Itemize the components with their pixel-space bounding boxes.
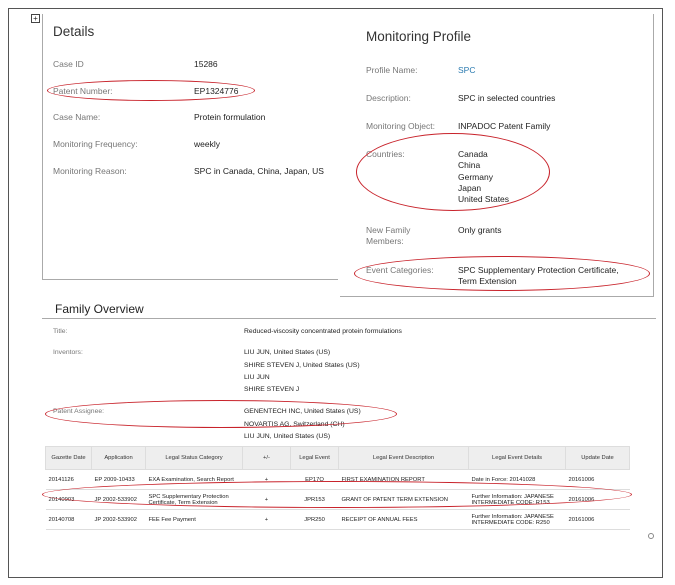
column-header-application[interactable]: Application <box>91 446 146 470</box>
event-categories-label: Event Categories: <box>366 265 434 275</box>
cell-legal-event: JPR250 <box>290 509 339 530</box>
assignee-item: NOVARTIS AG, Switzerland (CH) <box>244 421 345 428</box>
cell-category-line: FEE Fee Payment <box>148 516 196 523</box>
family-title-label: Title: <box>53 328 68 335</box>
description-value: SPC in selected countries <box>458 93 556 103</box>
cell-update-date: 20161006 <box>565 489 630 510</box>
cell-details: Date in Force: 20141028 <box>468 469 566 490</box>
column-header-legal-event[interactable]: Legal Event <box>290 446 339 470</box>
profile-name-link[interactable]: SPC <box>458 65 476 75</box>
cell-details: Further Information: JAPANESE INTERMEDIA… <box>468 489 566 510</box>
patent-assignee-label: Patent Assignee: <box>53 408 105 415</box>
cell-gazette-date: 20140903 <box>45 489 92 510</box>
patent-number-label: Patent Number: <box>53 86 113 96</box>
column-header-update-date[interactable]: Update Date <box>565 446 630 470</box>
table-header-row: Gazette Date Application Legal Status Ca… <box>45 446 630 470</box>
cell-details: Further Information: JAPANESE INTERMEDIA… <box>468 509 566 530</box>
event-categories-value-cont: Term Extension <box>458 276 517 286</box>
family-title-value: Reduced-viscosity concentrated protein f… <box>244 328 402 335</box>
cell-category: FEE Fee Payment <box>145 509 243 530</box>
expand-toggle-icon[interactable]: + <box>31 14 40 23</box>
case-id-label: Case ID <box>53 59 84 69</box>
screenshot-frame <box>8 8 663 578</box>
cell-sign: + <box>242 469 291 490</box>
new-family-label: New Family <box>366 225 411 235</box>
cell-legal-event: JPR153 <box>290 489 339 510</box>
event-categories-value: SPC Supplementary Protection Certificate… <box>458 265 619 275</box>
scroll-indicator-icon <box>648 533 654 539</box>
legal-events-table: Gazette Date Application Legal Status Ca… <box>45 446 630 530</box>
cell-gazette-date: 20141126 <box>45 469 92 490</box>
assignee-item: LIU JUN, United States (US) <box>244 433 331 440</box>
cell-category: EXA Examination, Search Report <box>145 469 243 490</box>
inventor-item: LIU JUN <box>244 374 270 381</box>
cell-application: EP 2009-10433 <box>91 469 146 490</box>
country-item: United States <box>458 194 510 204</box>
monitoring-object-value: INPADOC Patent Family <box>458 121 551 131</box>
family-overview-divider <box>42 318 656 319</box>
column-header-sign[interactable]: +/- <box>242 446 291 470</box>
cell-application: JP 2002-533902 <box>91 509 146 530</box>
monitoring-frequency-label: Monitoring Frequency: <box>53 139 138 149</box>
family-overview-title: Family Overview <box>55 302 144 316</box>
new-family-value: Only grants <box>458 225 502 235</box>
monitoring-reason-label: Monitoring Reason: <box>53 166 127 176</box>
cell-sign: + <box>242 489 291 510</box>
description-label: Description: <box>366 93 411 103</box>
case-name-label: Case Name: <box>53 112 101 122</box>
column-header-legal-event-description[interactable]: Legal Event Description <box>338 446 469 470</box>
column-header-legal-event-details[interactable]: Legal Event Details <box>468 446 566 470</box>
inventor-item: SHIRE STEVEN J <box>244 386 300 393</box>
country-item: Germany <box>458 172 493 182</box>
inventors-label: Inventors: <box>53 349 83 356</box>
cell-details-line: Further Information: JAPANESE <box>471 513 554 520</box>
assignee-item: GENENTECH INC, United States (US) <box>244 408 361 415</box>
details-title: Details <box>53 24 95 39</box>
patent-number-value: EP1324776 <box>194 86 239 96</box>
cell-category-line: EXA Examination, Search Report <box>148 476 234 483</box>
case-id-value: 15286 <box>194 59 218 69</box>
monitoring-reason-value: SPC in Canada, China, Japan, US <box>194 166 324 176</box>
cell-application: JP 2002-533902 <box>91 489 146 510</box>
cell-category-line: Certificate, Term Extension <box>148 499 218 506</box>
table-row[interactable]: 20140903 JP 2002-533902 SPC Supplementar… <box>45 489 630 510</box>
cell-update-date: 20161006 <box>565 469 630 490</box>
monitoring-profile-title: Monitoring Profile <box>366 29 472 44</box>
column-header-gazette-date[interactable]: Gazette Date <box>45 446 92 470</box>
inventor-item: LIU JUN, United States (US) <box>244 349 331 356</box>
country-item: China <box>458 160 481 170</box>
cell-category: SPC Supplementary Protection Certificate… <box>145 489 243 510</box>
column-header-legal-status-category[interactable]: Legal Status Category <box>145 446 243 470</box>
cell-gazette-date: 20140708 <box>45 509 92 530</box>
monitoring-object-label: Monitoring Object: <box>366 121 435 131</box>
profile-name-label: Profile Name: <box>366 65 418 75</box>
table-row[interactable]: 20140708 JP 2002-533902 FEE Fee Payment … <box>45 509 630 530</box>
table-row[interactable]: 20141126 EP 2009-10433 EXA Examination, … <box>45 469 630 490</box>
monitoring-profile-panel <box>340 14 654 297</box>
countries-label: Countries: <box>366 149 405 159</box>
new-family-label-cont: Members: <box>366 236 404 246</box>
case-name-value: Protein formulation <box>194 112 266 122</box>
details-panel <box>42 14 338 280</box>
cell-sign: + <box>242 509 291 530</box>
cell-description: RECEIPT OF ANNUAL FEES <box>338 509 469 530</box>
cell-details-line: INTERMEDIATE CODE: R250 <box>471 519 550 526</box>
cell-category-line: SPC Supplementary Protection <box>148 493 229 500</box>
inventor-item: SHIRE STEVEN J, United States (US) <box>244 362 360 369</box>
country-item: Japan <box>458 183 482 193</box>
cell-details-line: Date in Force: 20141028 <box>471 476 536 483</box>
cell-update-date: 20161006 <box>565 509 630 530</box>
cell-legal-event: EP17Q <box>290 469 339 490</box>
cell-description: GRANT OF PATENT TERM EXTENSION <box>338 489 469 510</box>
monitoring-frequency-value: weekly <box>194 139 220 149</box>
cell-details-line: INTERMEDIATE CODE: R153 <box>471 499 550 506</box>
country-item: Canada <box>458 149 488 159</box>
cell-details-line: Further Information: JAPANESE <box>471 493 554 500</box>
cell-description: FIRST EXAMINATION REPORT <box>338 469 469 490</box>
